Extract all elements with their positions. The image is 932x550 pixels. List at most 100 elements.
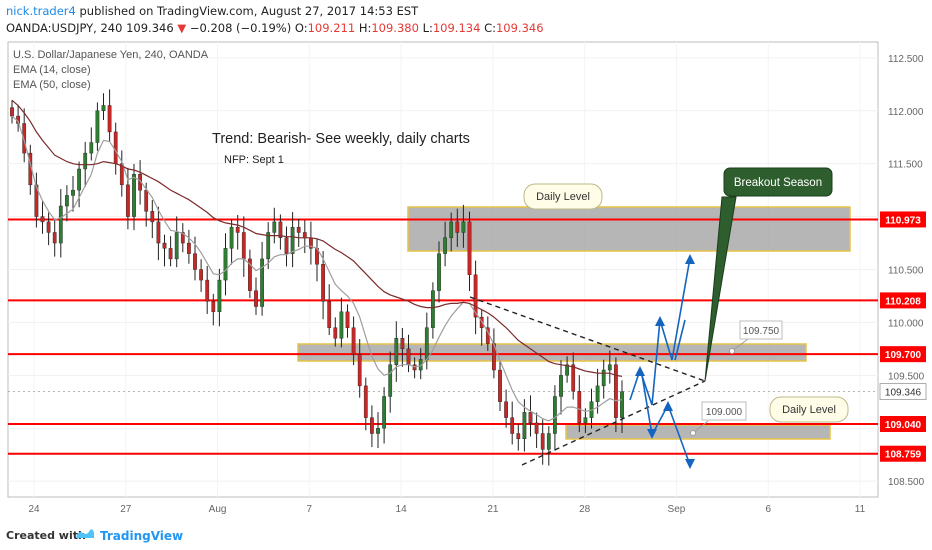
arrow-heads — [635, 254, 695, 469]
callout-109750-dot — [729, 348, 735, 354]
candle-body — [95, 110, 100, 143]
arrow-5 — [671, 257, 691, 361]
x-tick-label: 11 — [855, 504, 866, 515]
candle-body — [180, 232, 185, 244]
candle-body — [461, 221, 466, 233]
open-label: O: — [294, 21, 308, 35]
x-tick-label: 14 — [396, 504, 408, 515]
y-tick-label: 110.000 — [888, 318, 924, 329]
low-label: L: — [422, 21, 433, 35]
candle-body — [620, 391, 624, 418]
candle-body — [260, 258, 264, 307]
trend-note: Trend: Bearish- See weekly, daily charts — [212, 131, 470, 147]
candle-body — [46, 221, 51, 233]
drawings: Breakout Season Daily Level Daily Level … — [212, 131, 849, 469]
candle-body — [101, 105, 106, 111]
candle-body — [577, 390, 582, 424]
arrow-9 — [674, 319, 686, 361]
x-tick-label: 27 — [120, 504, 132, 515]
candle-body — [150, 211, 155, 223]
candle-body — [431, 290, 435, 328]
change-value: −0.208 (−0.19%) — [189, 21, 292, 35]
candle-body — [473, 274, 478, 318]
candle-body — [211, 301, 216, 313]
callout-109000-box — [701, 401, 747, 421]
candle-body — [333, 327, 338, 339]
tradingview-logo-icon — [76, 529, 94, 538]
candle-body — [516, 433, 521, 440]
daily-level-label-top: Daily Level — [536, 191, 590, 203]
level-price-label: 109.040 — [885, 420, 922, 431]
candle-body — [510, 417, 515, 434]
callout-109000-leader — [692, 420, 709, 434]
price-axis[interactable]: 112.500112.000111.500111.000110.500110.0… — [879, 54, 927, 488]
daily-zone-top — [407, 206, 851, 252]
open-value: 109.211 — [307, 21, 356, 35]
candle-body — [406, 348, 411, 365]
callout-109750-label: 109.750 — [743, 326, 780, 337]
x-tick-label: 21 — [487, 504, 499, 515]
candle-body — [248, 258, 252, 291]
candle-body — [132, 174, 136, 217]
candle-body — [126, 184, 130, 217]
candle-body — [144, 189, 149, 212]
candle-body — [205, 279, 210, 302]
x-tick-label: Sep — [668, 504, 686, 515]
candle-body — [363, 385, 368, 418]
callout-109750-box — [739, 320, 783, 340]
chart-header: nick.trader4 published on TradingView.co… — [0, 0, 932, 40]
candle-body — [546, 433, 551, 450]
candle-body — [388, 364, 393, 397]
candle-body — [376, 428, 380, 434]
candle-body — [424, 327, 429, 360]
callout-109750-leader — [731, 338, 749, 352]
tradingview-brand[interactable]: TradingView — [100, 529, 184, 543]
time-axis[interactable]: 24 27 Aug 7 14 21 28 Sep 6 11 — [28, 504, 865, 515]
symbol-label: OANDA:USDJPY, 240 — [6, 21, 123, 35]
candle-body — [89, 142, 94, 154]
candle-body — [437, 253, 441, 291]
arrow-head-up-3 — [685, 254, 695, 264]
zones — [297, 206, 851, 440]
x-tick-label: Aug — [209, 504, 227, 515]
candle-body — [284, 237, 289, 254]
candle-body — [71, 189, 75, 196]
candle-body — [272, 221, 277, 233]
candle-body — [455, 221, 460, 233]
close-label: C: — [484, 21, 496, 35]
candle-body — [113, 131, 118, 164]
ohlc-line: OANDA:USDJPY, 240 109.346 ▼ −0.208 (−0.1… — [6, 21, 544, 35]
last-price: 109.346 — [126, 21, 174, 35]
candle-body — [357, 353, 362, 387]
y-tick-label: 112.000 — [888, 107, 924, 118]
arrow-head-up-4 — [663, 401, 673, 411]
candle-body — [65, 195, 69, 207]
candle-body — [199, 269, 203, 281]
footer: Created with TradingView — [0, 520, 932, 550]
candle-body — [595, 385, 600, 402]
x-tick-label: 24 — [28, 504, 40, 515]
y-tick-label: 112.500 — [888, 54, 924, 65]
candle-body — [504, 401, 508, 418]
y-tick-label: 110.500 — [888, 266, 924, 277]
candle-body — [394, 338, 399, 365]
candle-body — [156, 221, 161, 244]
arrow-4 — [659, 319, 673, 361]
chart-legend: U.S. Dollar/Japanese Yen, 240, OANDA EMA… — [13, 49, 209, 91]
x-tick-label: 7 — [307, 504, 313, 515]
candle-body — [10, 107, 14, 117]
candle-body — [168, 248, 173, 260]
candle-body — [534, 422, 539, 434]
current-price-label: 109.346 — [885, 388, 922, 399]
candle-body — [370, 417, 374, 434]
level-price-tag — [880, 445, 926, 462]
level-price-tag — [880, 211, 926, 228]
breakout-pointer — [704, 196, 737, 382]
candle-body — [571, 364, 576, 392]
candles — [10, 89, 624, 466]
candle-body — [345, 311, 350, 328]
legend-ema14: EMA (14, close) — [13, 64, 91, 76]
price-chart[interactable]: Breakout Season Daily Level Daily Level … — [0, 40, 932, 550]
candle-body — [565, 364, 569, 376]
author-link[interactable]: nick.trader4 — [6, 4, 76, 18]
